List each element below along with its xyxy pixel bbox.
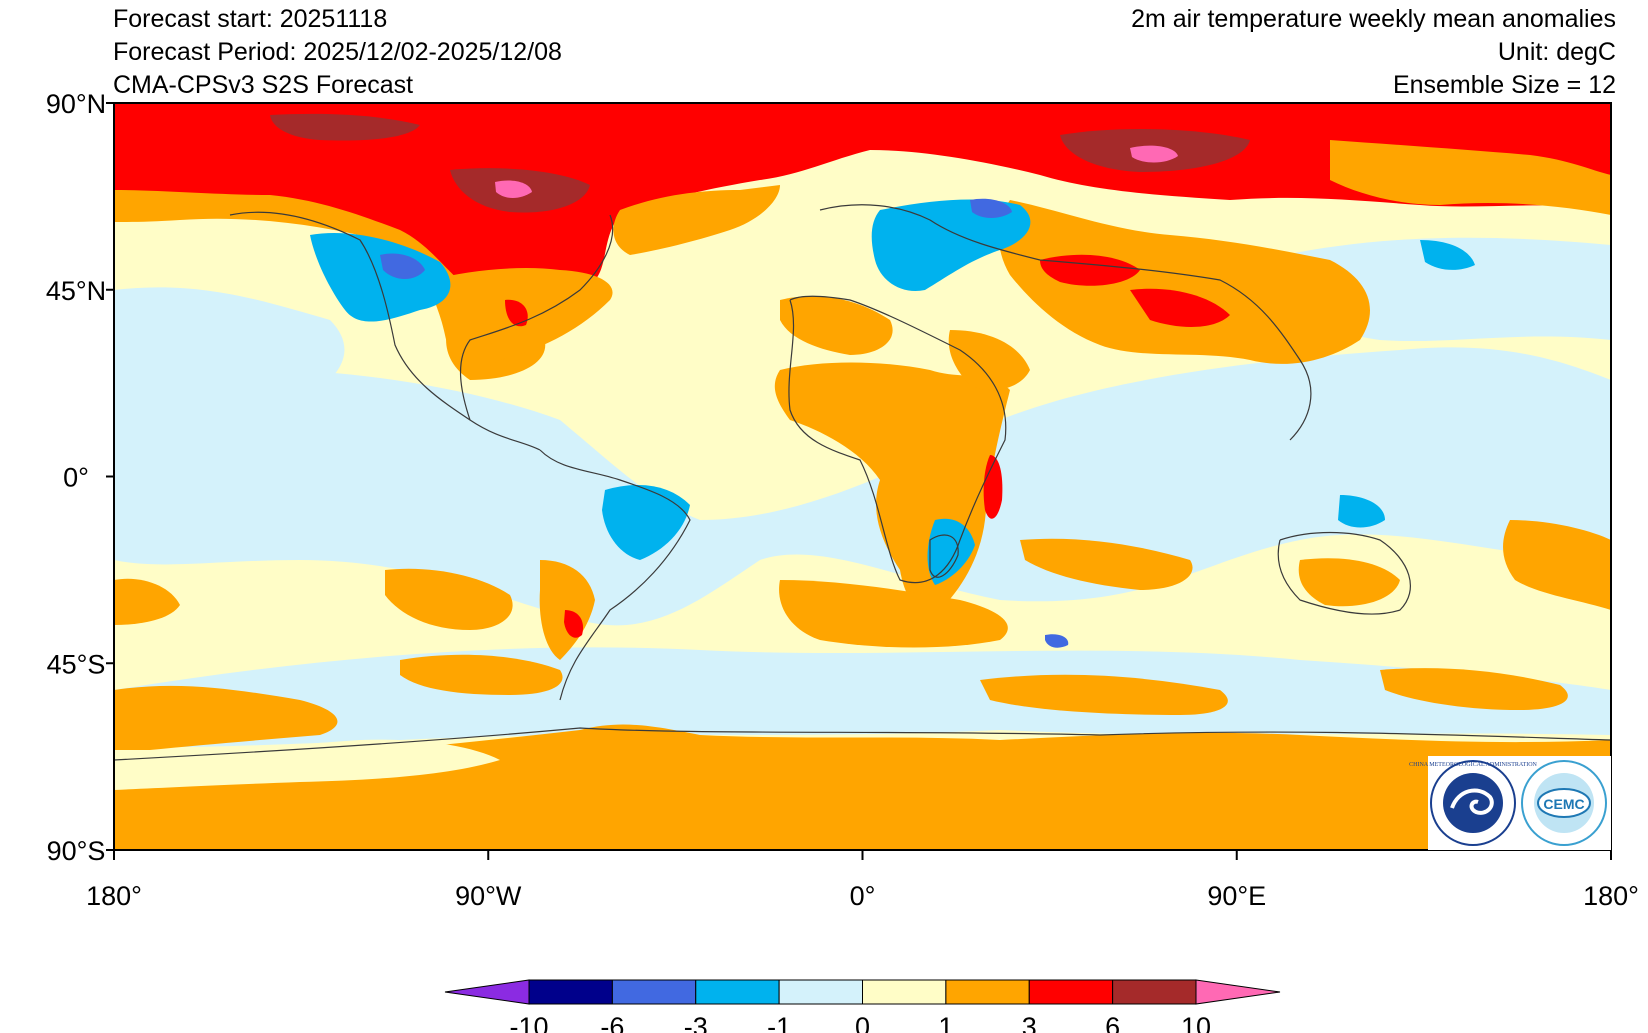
colorbar-label: 0 bbox=[855, 1012, 870, 1033]
tropical-cool-band bbox=[114, 347, 1611, 626]
siberia-extreme bbox=[1130, 145, 1178, 163]
s-indian-warm bbox=[1020, 538, 1193, 590]
argentina-warm bbox=[539, 560, 595, 660]
npac-cool bbox=[114, 287, 345, 405]
forecast-period: Forecast Period: 2025/12/02-2025/12/08 bbox=[113, 38, 562, 66]
cemc-logo: CEMC bbox=[1521, 760, 1607, 846]
so-indian-warm bbox=[980, 674, 1228, 715]
australia-warm bbox=[1298, 558, 1400, 607]
colorbar-label: 10 bbox=[1181, 1012, 1211, 1033]
ensemble-size: Ensemble Size = 12 bbox=[1392, 71, 1616, 99]
lon-tick-label: 90°E bbox=[1207, 881, 1266, 911]
ne-asia-cold bbox=[1420, 240, 1475, 270]
lat-tick-label: 45°S bbox=[47, 649, 106, 679]
central-asia-warm bbox=[998, 200, 1370, 364]
s-indian-cold-core bbox=[1045, 634, 1069, 648]
arctic-ak-hot bbox=[270, 113, 420, 141]
rockies-cold-core bbox=[380, 253, 425, 279]
cma-logo: CHINA METEOROLOGICAL ADMINISTRATION bbox=[1409, 760, 1538, 846]
lat-tick-label: 45°N bbox=[46, 276, 106, 306]
colorbar-segment bbox=[778, 979, 863, 1005]
colorbar-label: -1 bbox=[767, 1012, 791, 1033]
so-amundsen-warm bbox=[400, 654, 563, 695]
model-name: CMA-CPSv3 S2S Forecast bbox=[113, 71, 414, 99]
arabia-warm bbox=[948, 330, 1030, 390]
colorbar-segment bbox=[862, 979, 947, 1005]
coast-na-west bbox=[229, 211, 541, 451]
lon-tick-label: 90°W bbox=[455, 881, 522, 911]
lat-tick-label: 0° bbox=[63, 463, 89, 493]
ross-sea-warm bbox=[114, 685, 338, 750]
lon-tick-label: 180° bbox=[1583, 881, 1639, 911]
nw-america-cold bbox=[310, 233, 451, 322]
coast-na-east bbox=[460, 214, 614, 421]
colorbar-segment bbox=[1028, 979, 1114, 1005]
colorbar-segment bbox=[945, 979, 1030, 1005]
brazil-cold bbox=[602, 485, 690, 560]
lon-tick-label: 180° bbox=[86, 881, 142, 911]
logo-box: CHINA METEOROLOGICAL ADMINISTRATION CEMC bbox=[1409, 756, 1611, 850]
cemc-logo-text: CEMC bbox=[1543, 796, 1584, 812]
colorbar-label: 1 bbox=[938, 1012, 953, 1033]
lat-tick-label: 90°N bbox=[46, 89, 106, 119]
colorbar-label: 6 bbox=[1105, 1012, 1120, 1033]
ne-siberia-orange bbox=[1330, 140, 1611, 215]
longitude-axis: 180° 90°W 0° 90°E 180° bbox=[86, 850, 1639, 911]
so-pacific-warm bbox=[1380, 668, 1568, 710]
indonesia-cold bbox=[1338, 495, 1385, 528]
east-africa-warm-core bbox=[983, 455, 1003, 519]
cma-logo-text: CHINA METEOROLOGICAL ADMINISTRATION bbox=[1409, 762, 1537, 768]
coast-madagascar bbox=[929, 534, 959, 578]
colorbar-label: 3 bbox=[1022, 1012, 1037, 1033]
s-atlantic-warm bbox=[779, 580, 1008, 648]
colorbar-segment bbox=[695, 979, 780, 1005]
colorbar-label: -3 bbox=[684, 1012, 708, 1033]
lat-tick-label: 90°S bbox=[47, 836, 106, 866]
coastlines bbox=[114, 204, 1611, 761]
colorbar-label: -6 bbox=[600, 1012, 624, 1033]
colorbar-segment bbox=[1112, 979, 1197, 1005]
colorbar-label: -10 bbox=[509, 1012, 548, 1033]
tasman-warm bbox=[1503, 520, 1611, 610]
coast-eurasia bbox=[819, 204, 1312, 441]
coast-sa bbox=[539, 449, 691, 701]
colorbar-segment bbox=[611, 979, 697, 1005]
unit-label: Unit: degC bbox=[1497, 38, 1616, 66]
colorbar-high-extend bbox=[1195, 979, 1281, 1005]
cma-logo-swirl bbox=[1450, 788, 1494, 815]
sw-pacific-warm bbox=[114, 578, 180, 625]
coast-antarctica bbox=[114, 727, 1611, 761]
se-pacific-warm bbox=[385, 568, 513, 630]
europe-cold bbox=[871, 199, 1031, 291]
colorbar: -10 -6 -3 -1 0 1 3 6 10 bbox=[444, 979, 1281, 1033]
colorbar-low-extend bbox=[444, 979, 530, 1005]
argentina-warm-core bbox=[564, 610, 584, 638]
anomaly-field bbox=[114, 103, 1611, 850]
lon-tick-label: 0° bbox=[850, 881, 876, 911]
antarctic-light bbox=[114, 739, 500, 790]
natl-orange bbox=[613, 185, 780, 255]
canada-extreme bbox=[495, 180, 532, 198]
forecast-start: Forecast start: 20251118 bbox=[113, 5, 388, 33]
coast-africa bbox=[788, 295, 1007, 584]
nw-africa-warm bbox=[780, 296, 893, 355]
us-warm-core bbox=[505, 299, 528, 327]
header-left: Forecast start: 20251118 Forecast Period… bbox=[113, 4, 562, 103]
cemc-logo-cloud bbox=[1537, 788, 1591, 818]
coast-australia bbox=[1277, 531, 1411, 615]
header-right: 2m air temperature weekly mean anomalies… bbox=[1131, 4, 1616, 103]
mongolia-warm-core bbox=[1130, 288, 1230, 327]
variable-title: 2m air temperature weekly mean anomalies bbox=[1131, 5, 1616, 33]
scandinavia-cold-core bbox=[970, 198, 1012, 218]
latitude-axis: 90°N 45°N 0° 45°S 90°S bbox=[46, 89, 114, 866]
colorbar-segment bbox=[528, 979, 613, 1005]
